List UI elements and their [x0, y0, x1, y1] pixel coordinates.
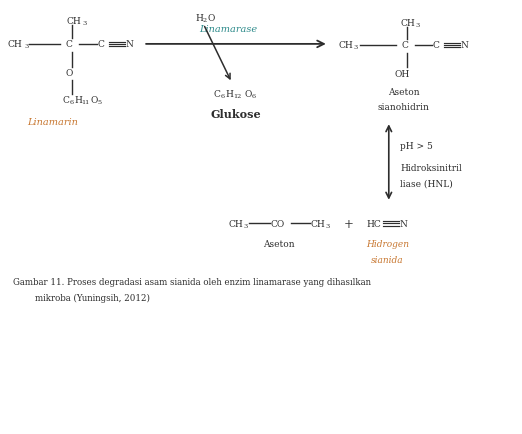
Text: 12: 12 — [233, 94, 242, 99]
Text: pH > 5: pH > 5 — [400, 142, 433, 151]
Text: sianida: sianida — [371, 255, 404, 264]
Text: H: H — [74, 96, 82, 105]
Text: C: C — [433, 41, 440, 50]
Text: C: C — [63, 96, 69, 105]
Text: 6: 6 — [220, 94, 224, 99]
Text: 3: 3 — [354, 45, 358, 50]
Text: C: C — [98, 40, 104, 49]
Text: Hidroksinitril: Hidroksinitril — [400, 164, 462, 173]
Text: H: H — [226, 90, 233, 99]
Text: Glukose: Glukose — [211, 109, 261, 120]
Text: O: O — [65, 69, 73, 78]
Text: Gambar 11. Proses degradasi asam sianida oleh enzim linamarase yang dihasılkan: Gambar 11. Proses degradasi asam sianida… — [13, 277, 371, 286]
Text: 3: 3 — [326, 224, 330, 228]
Text: mikroba (Yuningsih, 2012): mikroba (Yuningsih, 2012) — [13, 293, 150, 302]
Text: 6: 6 — [69, 100, 74, 105]
Text: 3: 3 — [82, 21, 86, 26]
Text: O: O — [207, 14, 215, 23]
Text: CH: CH — [67, 17, 81, 26]
Text: O: O — [91, 96, 98, 105]
Text: N: N — [126, 40, 134, 49]
Text: +: + — [344, 217, 353, 230]
Text: CO: CO — [270, 220, 284, 228]
Text: H: H — [196, 14, 204, 23]
Text: N: N — [399, 220, 407, 228]
Text: HC: HC — [366, 220, 381, 228]
Text: CH: CH — [339, 41, 353, 50]
Text: liase (HNL): liase (HNL) — [400, 179, 453, 188]
Text: C: C — [402, 41, 409, 50]
Text: CH: CH — [311, 220, 325, 228]
Text: Aseton: Aseton — [388, 88, 420, 96]
Text: N: N — [460, 41, 468, 50]
Text: O: O — [244, 90, 252, 99]
Text: 2: 2 — [203, 18, 207, 23]
Text: Linamarase: Linamarase — [199, 25, 257, 34]
Text: 6: 6 — [252, 94, 256, 99]
Text: OH: OH — [395, 70, 410, 79]
Text: 5: 5 — [98, 100, 102, 105]
Text: CH: CH — [8, 40, 22, 49]
Text: 11: 11 — [81, 100, 90, 105]
Text: sianohidrin: sianohidrin — [378, 102, 430, 111]
Text: Aseton: Aseton — [263, 240, 294, 248]
Text: Linamarin: Linamarin — [28, 118, 78, 127]
Text: Hidrogen: Hidrogen — [366, 240, 409, 248]
Text: CH: CH — [400, 19, 415, 28]
Text: C: C — [66, 40, 73, 49]
Text: C: C — [213, 90, 220, 99]
Text: 3: 3 — [24, 44, 28, 49]
Text: 3: 3 — [416, 23, 420, 28]
Text: 3: 3 — [243, 224, 248, 228]
Text: CH: CH — [229, 220, 243, 228]
